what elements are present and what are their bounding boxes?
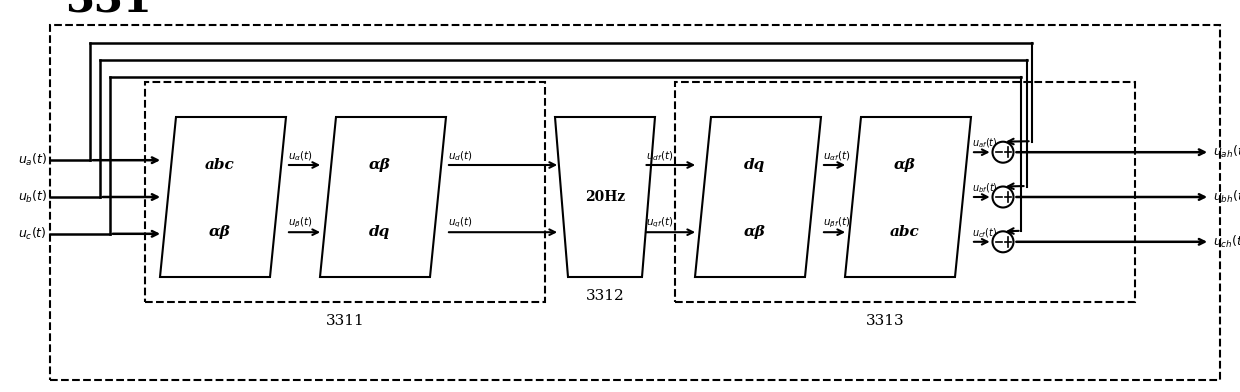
Text: 3312: 3312	[585, 289, 625, 303]
Text: abc: abc	[890, 225, 920, 239]
Circle shape	[992, 231, 1013, 252]
Text: $u_{cf}(t)$: $u_{cf}(t)$	[972, 226, 997, 240]
Text: $u_q(t)$: $u_q(t)$	[448, 216, 472, 230]
Text: αβ: αβ	[208, 225, 231, 239]
Polygon shape	[694, 117, 821, 277]
Bar	[675, 82, 1135, 302]
Polygon shape	[556, 117, 655, 277]
Polygon shape	[160, 117, 286, 277]
Text: 331: 331	[64, 0, 151, 20]
Text: 3311: 3311	[326, 314, 365, 328]
Text: αβ: αβ	[894, 158, 915, 172]
Text: $u_c(t)$: $u_c(t)$	[19, 226, 47, 242]
Text: 20Hz: 20Hz	[585, 190, 625, 204]
Text: $u_{\alpha f}(t)$: $u_{\alpha f}(t)$	[823, 149, 851, 163]
Text: $u_{ch}(t)$: $u_{ch}(t)$	[1213, 234, 1240, 250]
Polygon shape	[320, 117, 446, 277]
Bar	[145, 82, 546, 302]
Text: abc: abc	[205, 158, 234, 172]
Polygon shape	[844, 117, 971, 277]
Text: $u_{qf}(t)$: $u_{qf}(t)$	[646, 216, 673, 230]
Text: $u_{\beta f}(t)$: $u_{\beta f}(t)$	[823, 216, 851, 230]
Text: $u_{ah}(t)$: $u_{ah}(t)$	[1213, 144, 1240, 160]
Circle shape	[992, 142, 1013, 163]
Text: $u_a(t)$: $u_a(t)$	[17, 152, 47, 168]
Text: αβ: αβ	[368, 158, 391, 172]
Text: $u_\alpha(t)$: $u_\alpha(t)$	[288, 149, 312, 163]
Text: αβ: αβ	[744, 225, 766, 239]
Text: $u_{bh}(t)$: $u_{bh}(t)$	[1213, 189, 1240, 205]
Text: $u_\beta(t)$: $u_\beta(t)$	[288, 216, 312, 230]
Circle shape	[992, 187, 1013, 207]
Text: $u_{af}(t)$: $u_{af}(t)$	[972, 136, 998, 150]
Text: $u_b(t)$: $u_b(t)$	[17, 189, 47, 205]
Text: $u_{df}(t)$: $u_{df}(t)$	[646, 149, 673, 163]
Text: $u_{bf}(t)$: $u_{bf}(t)$	[972, 181, 998, 195]
Text: $u_d(t)$: $u_d(t)$	[448, 149, 472, 163]
Text: dq: dq	[370, 225, 391, 239]
Text: 3313: 3313	[866, 314, 904, 328]
Text: dq: dq	[744, 158, 765, 172]
